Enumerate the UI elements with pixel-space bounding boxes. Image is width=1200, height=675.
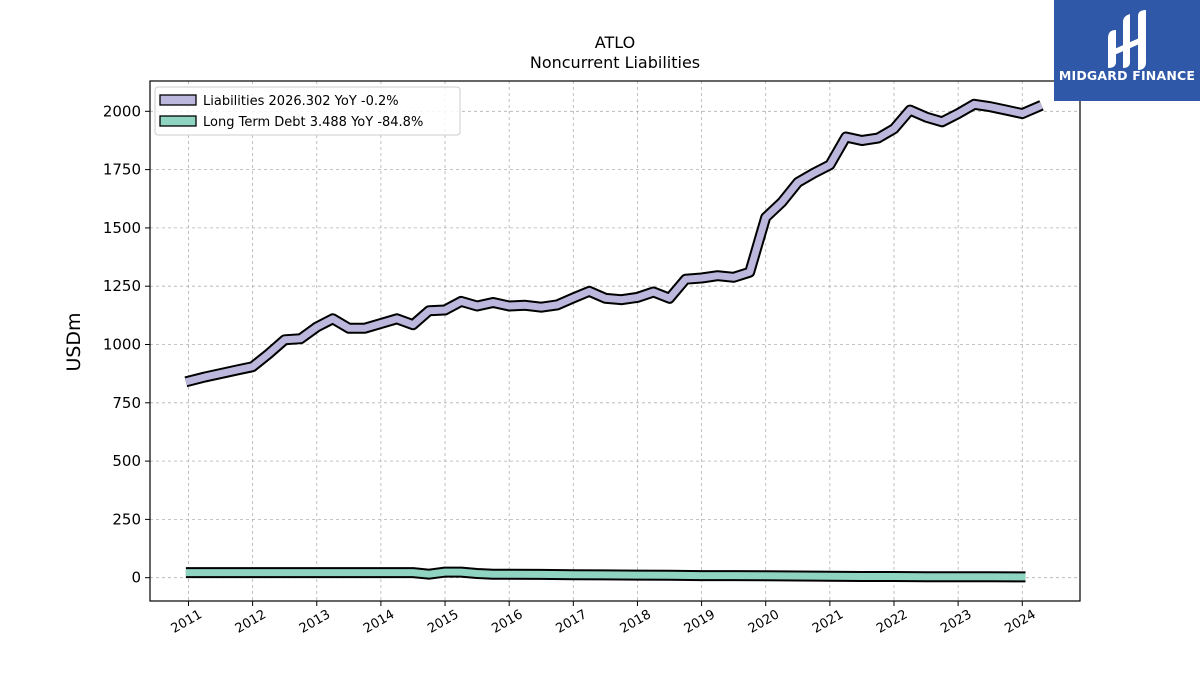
chart-title: ATLO [595, 33, 635, 52]
y-tick-label: 750 [112, 394, 141, 412]
legend-label-long-term-debt: Long Term Debt 3.488 YoY -84.8% [203, 115, 423, 130]
y-tick-label: 2000 [103, 102, 141, 120]
plot-frame [149, 80, 1081, 602]
y-tick-label: 1500 [103, 219, 141, 237]
legend-box [154, 86, 461, 136]
y-tick-label: 1000 [103, 335, 141, 353]
logo-mark-icon [1108, 10, 1146, 70]
y-tick-label: 0 [131, 569, 141, 587]
y-axis: 0 250 500 750 1000 1250 1500 1750 2000 [103, 102, 150, 587]
chart-subtitle: Noncurrent Liabilities [530, 53, 700, 72]
y-axis-label: USDm [63, 312, 85, 371]
y-tick-label: 1750 [103, 161, 141, 179]
legend: Liabilities 2026.302 YoY -0.2% Long Term… [154, 86, 461, 136]
y-tick-label: 500 [112, 452, 141, 470]
series-line-long-term-debt [185, 568, 1026, 581]
midgard-finance-logo: MIDGARD FINANCE [1054, 0, 1200, 101]
y-tick-label: 1250 [103, 277, 141, 295]
series-line-liabilities [185, 100, 1043, 386]
logo-text: MIDGARD FINANCE [1059, 68, 1195, 83]
y-tick-label: 250 [112, 510, 141, 528]
grid-lines [150, 81, 1080, 601]
legend-swatch-liabilities [159, 94, 197, 106]
legend-swatch-long-term-debt [159, 115, 197, 127]
legend-label-liabilities: Liabilities 2026.302 YoY -0.2% [203, 94, 399, 109]
plot-area [184, 98, 1044, 583]
